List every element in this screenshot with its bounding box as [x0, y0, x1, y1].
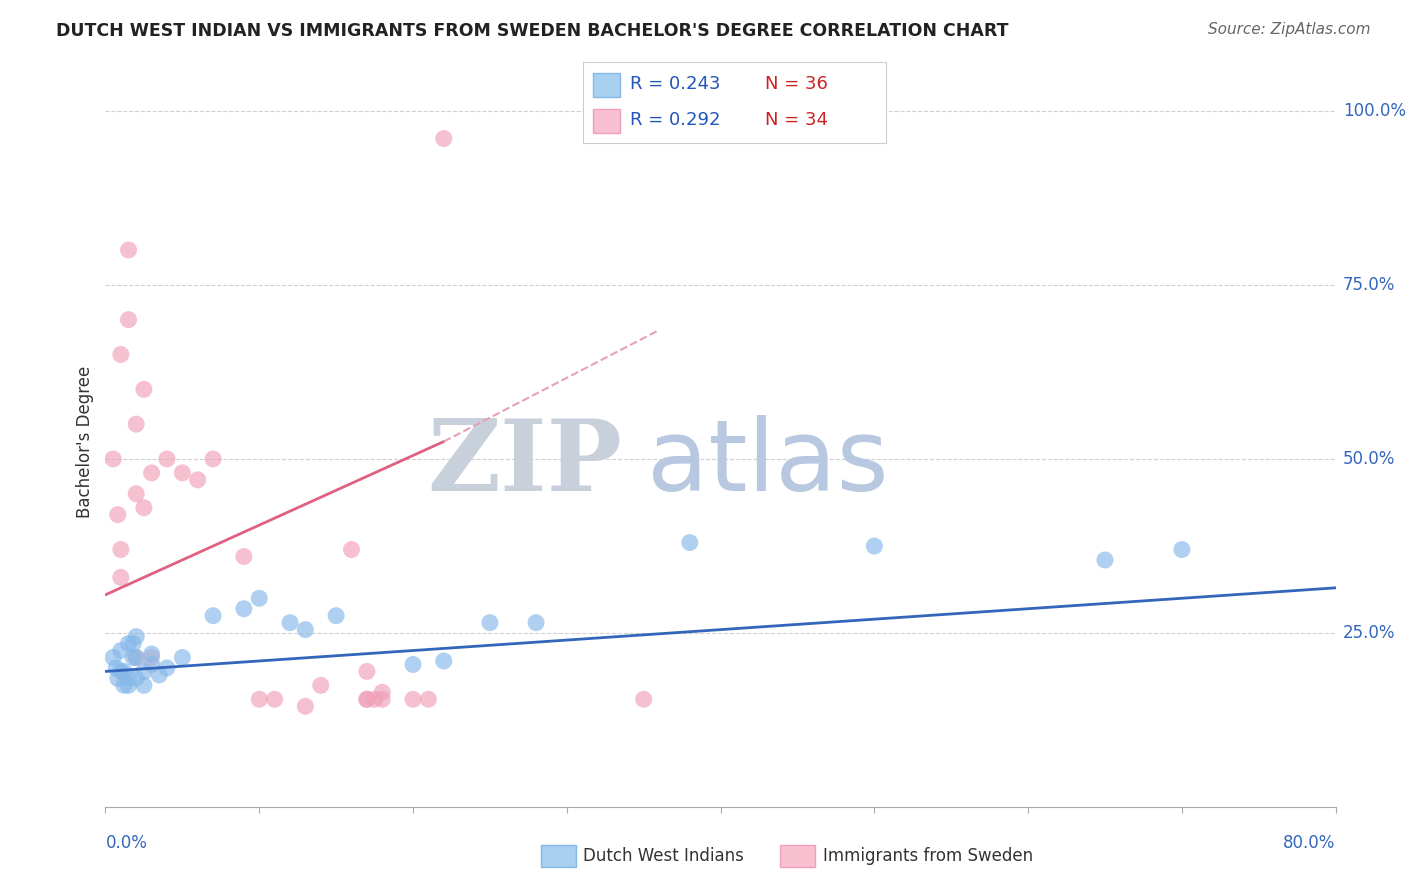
- FancyBboxPatch shape: [592, 73, 620, 97]
- Point: [141, 466, 163, 480]
- Point: [679, 535, 702, 549]
- Point: [278, 615, 301, 630]
- Point: [309, 678, 332, 692]
- Point: [356, 665, 378, 679]
- FancyBboxPatch shape: [592, 109, 620, 133]
- Point: [478, 615, 501, 630]
- Text: 0.0%: 0.0%: [105, 834, 148, 852]
- Point: [112, 665, 135, 679]
- Point: [110, 570, 132, 584]
- Text: DUTCH WEST INDIAN VS IMMIGRANTS FROM SWEDEN BACHELOR'S DEGREE CORRELATION CHART: DUTCH WEST INDIAN VS IMMIGRANTS FROM SWE…: [56, 22, 1008, 40]
- Point: [340, 542, 363, 557]
- Text: Source: ZipAtlas.com: Source: ZipAtlas.com: [1208, 22, 1371, 37]
- Point: [141, 657, 163, 672]
- Point: [110, 665, 132, 679]
- Point: [132, 382, 155, 396]
- Point: [172, 650, 194, 665]
- Point: [247, 692, 270, 706]
- Text: 100.0%: 100.0%: [1343, 102, 1406, 120]
- Point: [247, 591, 270, 606]
- Point: [107, 508, 129, 522]
- Text: ZIP: ZIP: [427, 415, 621, 512]
- Point: [125, 630, 148, 644]
- Point: [122, 636, 145, 650]
- Point: [132, 500, 155, 515]
- Text: atlas: atlas: [647, 415, 889, 512]
- Text: R = 0.292: R = 0.292: [630, 112, 721, 129]
- Point: [110, 542, 132, 557]
- Point: [101, 650, 124, 665]
- Point: [263, 692, 285, 706]
- Point: [187, 473, 209, 487]
- Text: 25.0%: 25.0%: [1343, 624, 1395, 642]
- Text: N = 34: N = 34: [765, 112, 828, 129]
- Point: [125, 650, 148, 665]
- Point: [122, 650, 145, 665]
- Point: [141, 650, 163, 665]
- Point: [117, 243, 139, 257]
- Text: R = 0.243: R = 0.243: [630, 75, 721, 93]
- Point: [101, 452, 124, 467]
- Point: [112, 678, 135, 692]
- Point: [294, 623, 316, 637]
- Point: [125, 487, 148, 501]
- Point: [105, 661, 128, 675]
- Text: Immigrants from Sweden: Immigrants from Sweden: [823, 847, 1032, 865]
- Point: [125, 650, 148, 665]
- Point: [356, 692, 378, 706]
- Text: 50.0%: 50.0%: [1343, 450, 1395, 468]
- Point: [325, 608, 347, 623]
- Point: [294, 699, 316, 714]
- Point: [363, 692, 385, 706]
- Point: [117, 636, 139, 650]
- Point: [433, 654, 456, 668]
- Point: [202, 608, 225, 623]
- Point: [402, 692, 425, 706]
- Point: [863, 539, 886, 553]
- Text: 75.0%: 75.0%: [1343, 276, 1395, 293]
- Point: [402, 657, 425, 672]
- Point: [148, 668, 170, 682]
- Point: [524, 615, 547, 630]
- Point: [202, 452, 225, 467]
- Text: Dutch West Indians: Dutch West Indians: [583, 847, 744, 865]
- Point: [110, 347, 132, 361]
- Point: [418, 692, 440, 706]
- Point: [633, 692, 655, 706]
- Point: [371, 685, 394, 699]
- Text: N = 36: N = 36: [765, 75, 828, 93]
- Point: [232, 549, 254, 564]
- Point: [107, 672, 129, 686]
- Point: [132, 665, 155, 679]
- Y-axis label: Bachelor's Degree: Bachelor's Degree: [76, 366, 94, 517]
- Point: [125, 417, 148, 431]
- Point: [125, 672, 148, 686]
- Point: [1094, 553, 1116, 567]
- Point: [1171, 542, 1194, 557]
- Point: [117, 672, 139, 686]
- Point: [156, 661, 179, 675]
- Point: [156, 452, 179, 467]
- Point: [371, 692, 394, 706]
- Point: [232, 601, 254, 615]
- Point: [433, 131, 456, 145]
- Text: 80.0%: 80.0%: [1284, 834, 1336, 852]
- Point: [110, 643, 132, 657]
- Point: [356, 692, 378, 706]
- Point: [117, 312, 139, 326]
- Point: [132, 678, 155, 692]
- Point: [141, 647, 163, 661]
- Point: [117, 678, 139, 692]
- Point: [172, 466, 194, 480]
